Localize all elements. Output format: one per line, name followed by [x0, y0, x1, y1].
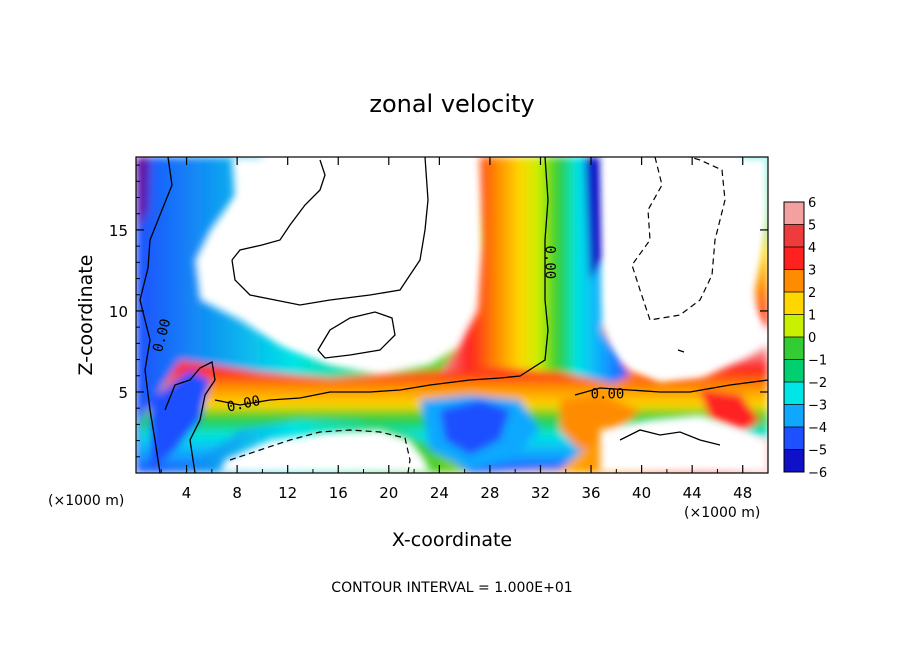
colorbar-segment: [784, 292, 804, 315]
plot-frame: [135, 156, 769, 474]
x-tick-label: 28: [480, 484, 499, 502]
colorbar-segment: [784, 224, 804, 247]
colorbar-label: 3: [808, 264, 816, 279]
colorbar: 6 5 4 3 2 1 0 −1 −2 −3 −4 −5 −6: [783, 196, 827, 481]
x-tick-label: 36: [581, 484, 600, 502]
x-tick-label: 48: [733, 484, 752, 502]
colorbar-label: 6: [808, 196, 816, 211]
colorbar-label: −1: [808, 354, 827, 369]
colorbar-segment: [784, 269, 804, 292]
contour-label: 0.00: [542, 245, 558, 279]
y-tick-label: 10: [109, 303, 128, 321]
colorbar-segment: [784, 449, 804, 472]
colorbar-label: 0: [808, 331, 816, 346]
colorbar-segment: [784, 247, 804, 270]
y-axis: 5 10 15: [109, 164, 768, 458]
x-unit-left: (×1000 m): [48, 493, 124, 509]
y-tick-label: 5: [118, 384, 128, 402]
x-axis-label: X-coordinate: [392, 529, 512, 551]
colorbar-label: −2: [808, 376, 827, 391]
x-axis: 4 8 12 16 20 24 28 32 36 40 44 48: [160, 157, 752, 502]
y-tick-label: 15: [109, 222, 128, 240]
colorbar-label: 2: [808, 286, 816, 301]
x-tick-label: 40: [632, 484, 651, 502]
colorbar-label: −5: [808, 444, 827, 459]
x-tick-label: 8: [232, 484, 242, 502]
colorbar-label: 4: [808, 241, 816, 256]
x-unit-right: (×1000 m): [684, 505, 760, 521]
colorbar-label: 5: [808, 219, 816, 234]
colorbar-segment: [784, 427, 804, 450]
colorbar-label: −3: [808, 399, 827, 414]
colorbar-label: −6: [808, 466, 827, 481]
colorbar-label: 1: [808, 309, 816, 324]
contour-label: 0.00: [225, 393, 261, 416]
x-tick-label: 24: [430, 484, 449, 502]
x-tick-label: 12: [278, 484, 297, 502]
x-tick-label: 44: [683, 484, 702, 502]
y-axis-label: Z-coordinate: [75, 255, 97, 376]
colorbar-segment: [784, 314, 804, 337]
colorbar-segment: [784, 404, 804, 427]
colorbar-segment: [784, 382, 804, 405]
colorbar-segment: [784, 359, 804, 382]
x-tick-label: 20: [379, 484, 398, 502]
x-tick-label: 4: [182, 484, 192, 502]
contour-interval-note: CONTOUR INTERVAL = 1.000E+01: [331, 580, 572, 596]
chart-title: zonal velocity: [369, 90, 534, 118]
x-tick-label: 16: [329, 484, 348, 502]
contour-label: 0.00: [591, 387, 625, 403]
colorbar-segment: [784, 202, 804, 225]
colorbar-label: −4: [808, 421, 827, 436]
colorbar-segment: [784, 337, 804, 360]
x-tick-label: 32: [531, 484, 550, 502]
velocity-field: [136, 157, 768, 473]
